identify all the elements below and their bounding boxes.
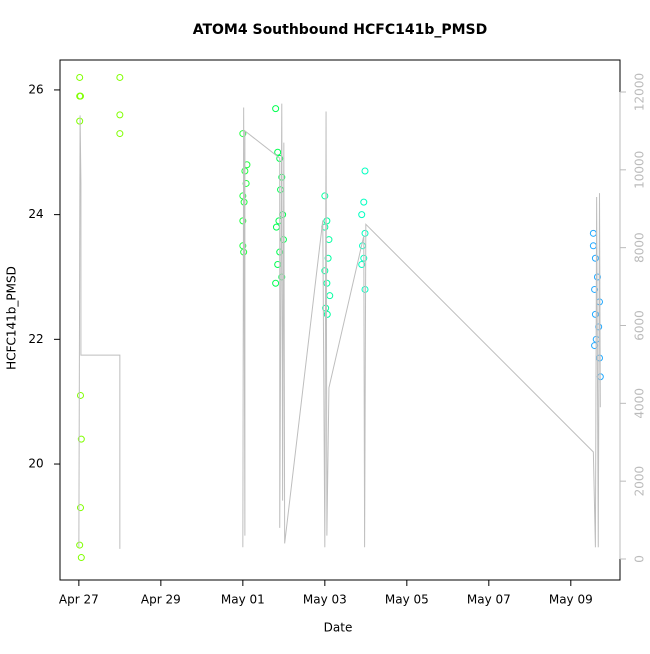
point <box>361 167 369 175</box>
y-axis-label: HCFC141b_PMSD <box>5 266 19 370</box>
point <box>321 192 329 200</box>
point <box>326 292 334 300</box>
point <box>76 73 84 81</box>
point <box>116 130 124 138</box>
altitude-line <box>78 103 601 549</box>
y2-tick-label: 10000 <box>633 151 647 189</box>
y2-tick-label: 4000 <box>633 388 647 419</box>
chart-title: ATOM4 Southbound HCFC141b_PMSD <box>193 22 488 38</box>
point <box>589 229 597 237</box>
x-tick-label: Apr 29 <box>141 593 181 607</box>
point <box>77 554 85 562</box>
point <box>76 391 84 399</box>
y2-tick-label: 12000 <box>633 73 647 111</box>
point <box>358 211 366 219</box>
y2-tick-label: 2000 <box>633 466 647 497</box>
point <box>239 130 247 138</box>
x-tick-label: May 01 <box>221 593 265 607</box>
point <box>361 285 369 293</box>
point <box>239 217 247 225</box>
point <box>272 279 280 287</box>
point <box>589 242 597 250</box>
y-tick-label: 26 <box>28 82 43 96</box>
x-tick-label: May 03 <box>303 593 347 607</box>
x-axis-label: Date <box>324 621 353 635</box>
point <box>323 310 331 318</box>
point <box>77 435 85 443</box>
x-tick-label: May 07 <box>467 593 511 607</box>
x-tick-label: May 05 <box>385 593 429 607</box>
point <box>321 267 329 275</box>
x-tick-label: May 09 <box>549 593 593 607</box>
y-tick-label: 24 <box>28 207 43 221</box>
point <box>116 73 124 81</box>
x-tick-label: Apr 27 <box>59 593 99 607</box>
point <box>325 236 333 244</box>
point <box>116 111 124 119</box>
y2-tick-label: 6000 <box>633 310 647 341</box>
point <box>361 229 369 237</box>
point <box>360 198 368 206</box>
point <box>76 541 84 549</box>
plot-frame <box>59 59 621 581</box>
point <box>76 92 84 100</box>
point <box>272 105 280 113</box>
y2-tick-label: 0 <box>633 555 647 563</box>
y-tick-label: 20 <box>28 457 43 471</box>
point <box>359 242 367 250</box>
y2-tick-label: 8000 <box>633 232 647 263</box>
point <box>279 211 287 219</box>
point <box>324 254 332 262</box>
y-tick-label: 22 <box>28 332 43 346</box>
point <box>358 261 366 269</box>
point <box>274 148 282 156</box>
point <box>323 217 331 225</box>
point <box>591 285 599 293</box>
point <box>591 254 599 262</box>
point <box>277 186 285 194</box>
point <box>591 342 599 350</box>
point <box>76 504 84 512</box>
point <box>591 310 599 318</box>
y2-axis: 0 2000 4000 6000 8000 10000 12000 <box>619 73 647 563</box>
point <box>272 223 280 231</box>
